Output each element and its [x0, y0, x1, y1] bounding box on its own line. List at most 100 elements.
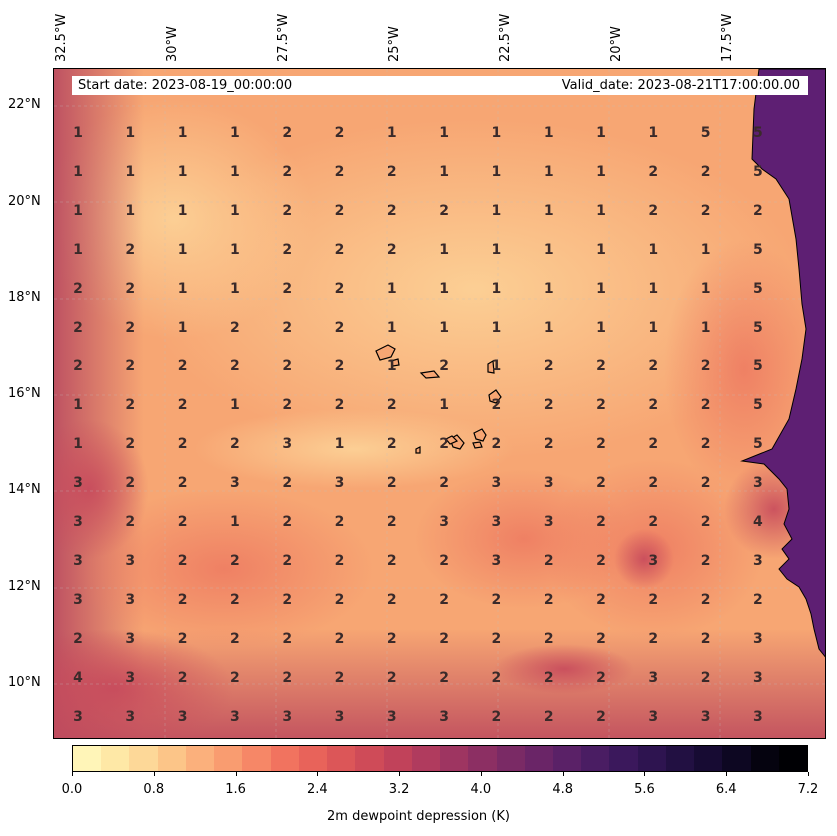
grid-value: 1	[73, 397, 83, 414]
grid-value: 2	[386, 669, 397, 686]
grid-value: 1	[439, 397, 449, 414]
grid-value: 2	[648, 202, 659, 219]
grid-value: 2	[230, 319, 240, 336]
colorbar-tick-label: 7.2	[797, 782, 819, 797]
grid-value: 2	[386, 475, 397, 492]
grid-value: 1	[73, 241, 83, 258]
grid-value: 3	[700, 708, 711, 725]
grid-value: 2	[700, 475, 711, 492]
grid-value: 3	[648, 708, 659, 725]
grid-value: 3	[73, 591, 83, 608]
grid-value: 2	[230, 552, 240, 569]
grid-value: 2	[125, 358, 136, 375]
grid-value: 2	[596, 436, 606, 453]
grid-value: 3	[753, 708, 763, 725]
grid-value: 2	[282, 591, 293, 608]
grid-value: 1	[177, 319, 188, 336]
colorbar-swatch	[383, 746, 412, 771]
grid-value: 1	[439, 241, 449, 258]
grid-value: 2	[177, 436, 188, 453]
grid-value: 1	[543, 125, 554, 141]
grid-value: 1	[386, 319, 397, 336]
colorbar-tick-mark	[153, 772, 155, 776]
colorbar-swatch	[468, 746, 497, 771]
grid-value: 2	[543, 552, 554, 569]
grid-value: 2	[177, 552, 188, 569]
grid-value: 5	[753, 397, 763, 414]
grid-value: 2	[439, 591, 449, 608]
grid-value: 2	[282, 475, 293, 492]
colorbar-tick-mark	[72, 772, 73, 776]
colorbar-swatch	[355, 746, 384, 771]
grid-value: 1	[648, 125, 659, 141]
colorbar-tick-label: 5.6	[634, 782, 655, 797]
colorbar-swatch	[637, 746, 666, 771]
grid-value: 3	[334, 708, 345, 725]
colorbar-tick-mark	[235, 772, 237, 776]
colorbar-tick-label: 0.8	[143, 782, 165, 797]
grid-value: 1	[491, 125, 502, 141]
grid-value: 1	[596, 163, 606, 180]
grid-value: 2	[282, 125, 293, 141]
grid-value: 3	[491, 552, 502, 569]
grid-value: 2	[648, 591, 659, 608]
grid-value: 2	[334, 514, 345, 530]
africa-landmass	[740, 69, 825, 658]
grid-value: 3	[125, 669, 136, 686]
grid-value: 3	[439, 708, 449, 725]
grid-value: 2	[282, 358, 293, 375]
grid-value: 2	[700, 436, 711, 453]
colorbar-swatch	[185, 746, 215, 771]
grid-value: 2	[700, 630, 711, 647]
colorbar-swatch	[411, 746, 441, 771]
grid-value: 3	[753, 552, 763, 569]
lon-label: 32.5°W	[54, 13, 69, 62]
grid-value: 2	[700, 358, 711, 375]
grid-value: 3	[73, 708, 83, 725]
grid-value: 2	[700, 669, 711, 686]
grid-value: 2	[596, 397, 606, 414]
grid-value: 1	[439, 125, 449, 141]
grid-value: 2	[125, 241, 136, 258]
grid-value: 3	[543, 475, 554, 492]
grid-value: 2	[282, 319, 293, 336]
grid-value: 2	[596, 669, 606, 686]
grid-value: 1	[230, 397, 240, 414]
grid-value: 2	[596, 630, 606, 647]
map-panel	[53, 68, 826, 739]
start-date-label: Start date: 2023-08-19_00:00:00	[78, 78, 293, 93]
grid-value: 2	[648, 514, 659, 530]
grid-value: 1	[491, 202, 502, 219]
grid-value: 2	[543, 358, 554, 375]
grid-value: 2	[491, 630, 502, 647]
lon-label: 22.5°W	[498, 13, 513, 62]
grid-value: 3	[125, 708, 136, 725]
grid-value: 2	[125, 436, 136, 453]
grid-value: 1	[230, 163, 240, 180]
grid-value: 1	[491, 241, 502, 258]
grid-value: 1	[73, 202, 83, 219]
lat-label: 10°N	[8, 675, 41, 690]
grid-value: 1	[491, 280, 502, 297]
lon-label: 20°W	[609, 26, 624, 62]
grid-value: 1	[700, 280, 711, 297]
grid-value: 1	[700, 241, 711, 258]
lon-label: 30°W	[165, 26, 180, 62]
grid-value: 2	[177, 475, 188, 492]
grid-value: 3	[491, 514, 502, 530]
grid-value: 2	[700, 552, 711, 569]
grid-value: 2	[177, 514, 188, 530]
grid-value: 2	[125, 319, 136, 336]
grid-value: 3	[334, 475, 345, 492]
colorbar-tick-label: 0.0	[61, 782, 83, 797]
grid-value: 1	[386, 280, 397, 297]
colorbar-tick-mark	[562, 772, 564, 776]
grid-value: 2	[230, 436, 240, 453]
grid-value: 1	[177, 202, 188, 219]
grid-value: 2	[177, 669, 188, 686]
grid-value: 2	[386, 552, 397, 569]
grid-value: 3	[648, 669, 659, 686]
colorbar-swatch	[129, 746, 158, 771]
grid-value: 1	[700, 319, 711, 336]
grid-value: 2	[73, 630, 83, 647]
